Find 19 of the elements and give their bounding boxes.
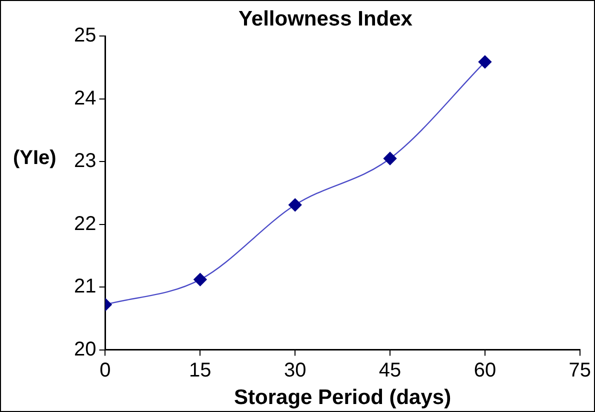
y-axis-title: (YIe) [13,147,56,170]
x-tick-label: 45 [378,359,402,382]
point [478,55,492,69]
point [194,272,207,286]
y-tick-label: 20 [74,338,96,360]
y-tick-label: 25 [74,24,96,47]
y-tick-label: 24 [74,87,96,110]
x-tick-label: 0 [100,359,111,382]
x-tick-label: 15 [189,359,212,382]
x-axis-title: Storage Period (days) [234,386,452,410]
chart-title: Yellowness Index [238,7,413,30]
point [383,152,397,166]
y-tick-label: 22 [74,212,96,235]
x-tick-label: 60 [474,359,496,382]
x-tick-label: 30 [284,359,306,382]
x-tick-label: 75 [568,359,591,382]
y-tick-label: 21 [74,276,96,298]
point [288,198,302,212]
y-tick-label: 23 [74,150,96,172]
